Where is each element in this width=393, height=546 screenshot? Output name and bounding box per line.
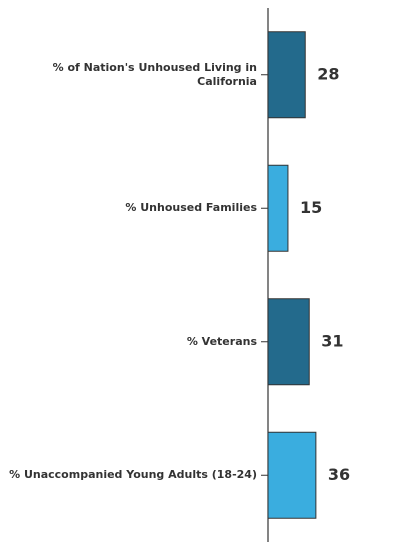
bar: [267, 431, 317, 519]
category-label: % Unhoused Families: [125, 201, 257, 215]
bar: [267, 298, 310, 386]
data-label: 36: [328, 465, 350, 484]
data-label: 15: [300, 198, 322, 217]
category-label: % Veterans: [186, 334, 257, 348]
category-label: % Unaccompanied Young Adults (18-24): [9, 468, 257, 482]
category-label: % of Nation's Unhoused Living in Califor…: [52, 60, 257, 88]
bar: [267, 164, 289, 252]
bar: [267, 31, 306, 119]
data-label: 31: [321, 331, 343, 350]
data-label: 28: [317, 64, 339, 83]
